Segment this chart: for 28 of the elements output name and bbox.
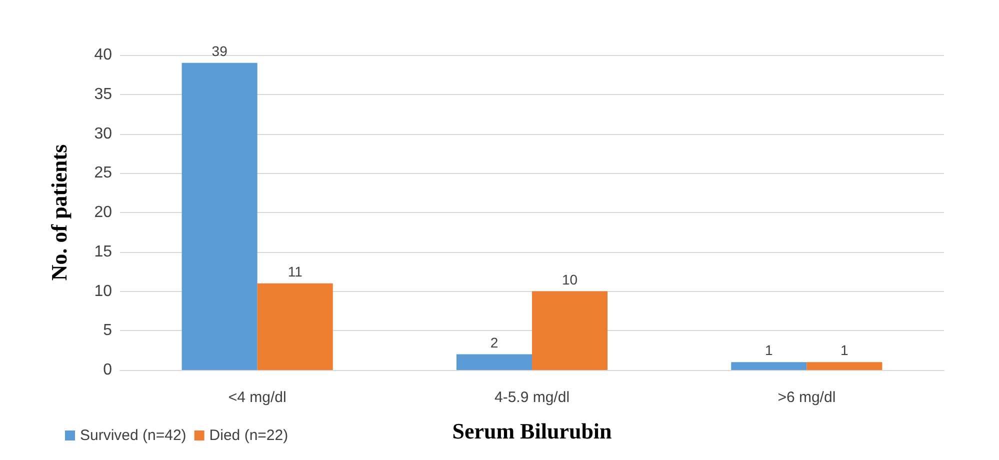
- y-tick-label: 20: [94, 204, 112, 221]
- y-tick-label: 35: [94, 86, 112, 103]
- y-tick-label: 30: [94, 125, 112, 142]
- legend-label: Survived (n=42): [80, 427, 186, 444]
- y-axis-title: No. of patients: [46, 144, 72, 281]
- y-tick-label: 0: [103, 362, 112, 378]
- y-tick-label: 15: [94, 243, 112, 260]
- bar: [731, 362, 807, 370]
- x-tick-label: >6 mg/dl: [778, 389, 836, 406]
- y-tick-label: 5: [103, 322, 112, 340]
- data-label: 10: [562, 271, 578, 288]
- data-label: 1: [765, 342, 773, 358]
- bar: [182, 62, 258, 370]
- y-tick-label: 25: [94, 164, 112, 182]
- data-label: 1: [840, 342, 849, 358]
- y-tick-label: 10: [94, 282, 112, 300]
- legend-label: Died (n=22): [209, 427, 288, 444]
- data-label: 11: [288, 263, 303, 280]
- y-tick-label: 40: [94, 46, 112, 64]
- bar: [806, 362, 882, 370]
- x-tick-label: <4 mg/dl: [228, 389, 286, 406]
- x-axis-title: Serum Bilurubin: [452, 418, 612, 444]
- bar: [257, 283, 333, 370]
- bar: [532, 291, 608, 370]
- x-tick-label: 4-5.9 mg/dl: [494, 389, 570, 406]
- bar: [456, 354, 532, 370]
- data-label: 39: [212, 42, 228, 59]
- data-label: 2: [490, 334, 498, 350]
